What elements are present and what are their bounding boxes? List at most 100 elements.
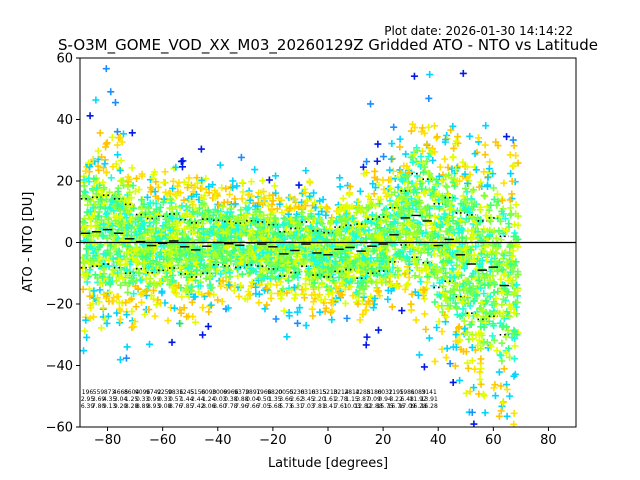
scatter-point: [160, 178, 168, 186]
scatter-point: [488, 332, 496, 340]
scatter-point: [255, 252, 263, 260]
scatter-point: [370, 304, 378, 312]
scatter-point: [509, 162, 517, 170]
scatter-point: [168, 338, 176, 346]
scatter-point: [475, 276, 483, 284]
scatter-point: [491, 392, 499, 400]
scatter-point: [300, 294, 308, 302]
scatter-point: [310, 298, 318, 306]
scatter-point: [496, 217, 504, 225]
scatter-point: [431, 298, 439, 306]
bin-mean-label: 13.91: [421, 396, 438, 403]
scatter-point: [248, 278, 256, 286]
scatter-point: [178, 163, 186, 171]
scatter-point: [384, 287, 392, 295]
scatter-point: [238, 270, 246, 278]
scatter-point: [437, 235, 445, 243]
scatter-point: [111, 99, 119, 107]
scatter-point: [117, 281, 125, 289]
scatter-point: [207, 301, 215, 309]
scatter-point: [339, 194, 347, 202]
scatter-point: [135, 186, 143, 194]
scatter-point: [503, 385, 511, 393]
scatter-point: [185, 174, 193, 182]
scatter-point: [449, 217, 457, 225]
scatter-point: [374, 326, 382, 334]
scatter-point: [118, 177, 126, 185]
scatter-point: [500, 179, 508, 187]
x-tick-label: −20: [259, 433, 286, 448]
scatter-point: [497, 275, 505, 283]
scatter-point: [407, 195, 415, 203]
scatter-point: [151, 188, 159, 196]
scatter-point: [485, 165, 493, 173]
scatter-point: [161, 246, 169, 254]
scatter-point: [431, 191, 439, 199]
scatter-point: [156, 248, 164, 256]
scatter-point: [450, 226, 458, 234]
scatter-point: [486, 158, 494, 166]
scatter-point: [165, 223, 173, 231]
scatter-point: [425, 334, 433, 342]
scatter-point: [371, 167, 379, 175]
scatter-point: [480, 225, 488, 233]
scatter-point: [422, 228, 430, 236]
scatter-point: [490, 195, 498, 203]
scatter-point: [463, 359, 471, 367]
scatter-point: [418, 213, 426, 221]
scatter-point: [103, 139, 111, 147]
scatter-point: [514, 271, 522, 279]
scatter-point: [335, 273, 343, 281]
scatter-point: [150, 232, 158, 240]
scatter-point: [316, 216, 324, 224]
scatter-point: [420, 189, 428, 197]
scatter-point: [192, 276, 200, 284]
scatter-point: [302, 275, 310, 283]
scatter-point: [507, 204, 515, 212]
scatter-point: [386, 166, 394, 174]
scatter-point: [206, 302, 214, 310]
scatter-point: [114, 188, 122, 196]
scatter-point: [459, 192, 467, 200]
scatter-point: [449, 378, 457, 386]
scatter-point: [498, 301, 506, 309]
scatter-point: [492, 249, 500, 257]
scatter-point: [439, 282, 447, 290]
scatter-point: [157, 278, 165, 286]
scatter-point: [336, 202, 344, 210]
scatter-point: [449, 249, 457, 257]
scatter-point: [403, 267, 411, 275]
y-axis-label: ATO - NTO [DU]: [21, 192, 36, 293]
scatter-point: [337, 291, 345, 299]
scatter-point: [172, 163, 180, 171]
scatter-point: [341, 299, 349, 307]
scatter-point: [219, 203, 227, 211]
scatter-point: [495, 412, 503, 420]
scatter-point: [87, 243, 95, 251]
scatter-point: [412, 316, 420, 324]
scatter-point: [315, 291, 323, 299]
scatter-point: [262, 264, 270, 272]
scatter-point: [494, 142, 502, 150]
scatter-point: [489, 320, 497, 328]
scatter-point: [473, 292, 481, 300]
scatter-point: [290, 264, 298, 272]
scatter-point: [438, 345, 446, 353]
scatter-point: [296, 304, 304, 312]
scatter-point: [141, 311, 149, 319]
scatter-point: [514, 221, 522, 229]
scatter-point: [483, 181, 491, 189]
scatter-point: [453, 311, 461, 319]
scatter-point: [188, 298, 196, 306]
scatter-point: [83, 333, 91, 341]
scatter-point: [408, 290, 416, 298]
scatter-point: [421, 310, 429, 318]
scatter-point: [302, 321, 310, 329]
scatter-point: [374, 271, 382, 279]
scatter-point: [201, 192, 209, 200]
scatter-point: [407, 127, 415, 135]
scatter-point: [373, 220, 381, 228]
scatter-point: [497, 407, 505, 415]
scatter-point: [382, 189, 390, 197]
x-tick-label: 0: [324, 433, 332, 448]
